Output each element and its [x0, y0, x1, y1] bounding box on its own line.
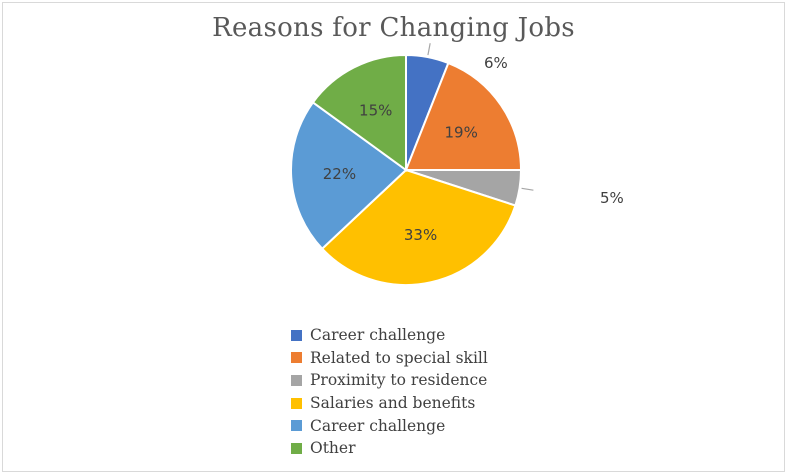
legend-swatch	[291, 442, 302, 454]
legend-swatch	[291, 374, 302, 386]
pie-slice	[320, 168, 517, 286]
slice-label: 33%	[404, 226, 437, 244]
legend-label: Related to special skill	[310, 348, 488, 367]
legend-item: Other	[291, 437, 488, 460]
leader-line	[427, 43, 431, 56]
legend-swatch	[291, 397, 302, 409]
leader-line	[521, 187, 534, 191]
legend-label: Career challenge	[310, 326, 446, 345]
pie-slice	[311, 53, 407, 172]
legend-label: Other	[310, 439, 356, 458]
legend-item: Career challenge	[291, 324, 488, 347]
legend-item: Proximity to residence	[291, 369, 488, 392]
pie-chart: 6% 19% 5% 33% 22% 15%	[290, 43, 624, 286]
legend-label: Proximity to residence	[310, 371, 488, 390]
legend-item: Career challenge	[291, 414, 488, 437]
legend-item: Salaries and benefits	[291, 392, 488, 415]
slice-label: 5%	[600, 189, 624, 207]
slice-label: 6%	[484, 54, 508, 72]
legend-item: Related to special skill	[291, 347, 488, 370]
chart-legend: Career challenge Related to special skill…	[291, 324, 488, 460]
legend-swatch	[291, 329, 302, 341]
legend-label: Salaries and benefits	[310, 394, 476, 413]
slice-label: 22%	[323, 165, 356, 183]
legend-swatch	[291, 352, 302, 364]
legend-swatch	[291, 420, 302, 432]
chart-title: Reasons for Changing Jobs	[212, 13, 575, 43]
slice-label: 19%	[444, 124, 477, 142]
pie-slice	[404, 61, 523, 171]
slice-label: 15%	[359, 102, 392, 120]
pie-slice	[290, 101, 408, 251]
legend-label: Career challenge	[310, 416, 446, 435]
